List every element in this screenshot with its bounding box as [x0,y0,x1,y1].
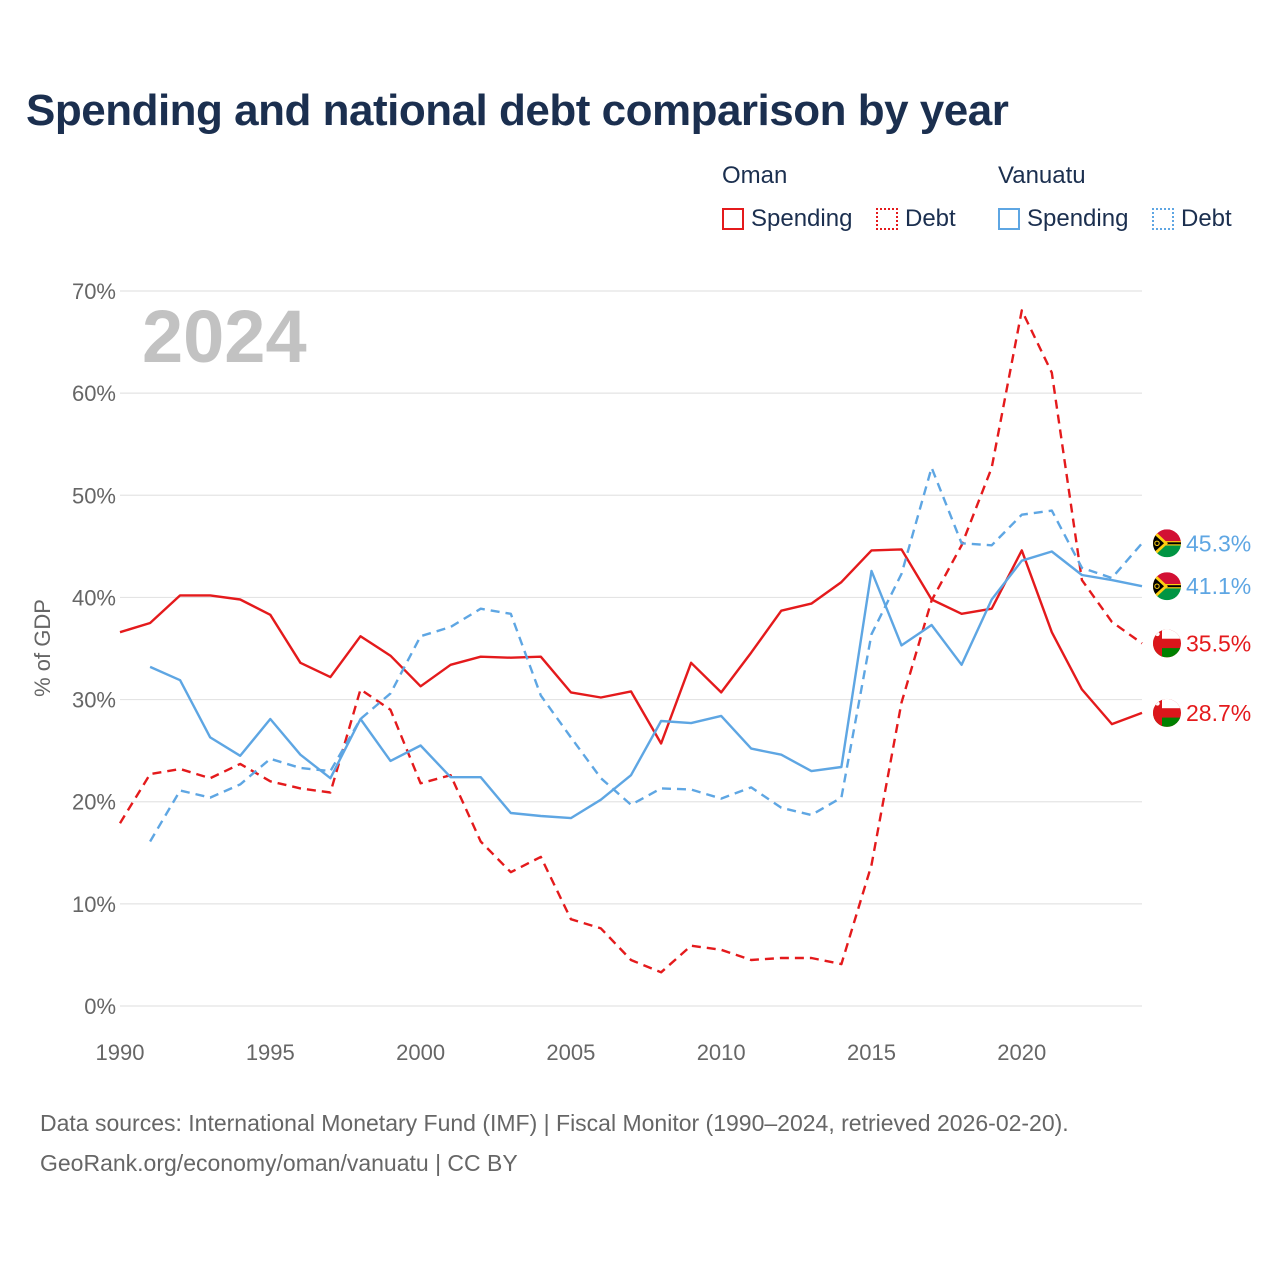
legend-item-oman-debt[interactable]: Debt [876,205,956,233]
y-tick-label: 30% [72,688,116,713]
end-value-label: 28.7% [1186,700,1251,726]
series-line-oman-debt[interactable] [118,309,1143,974]
y-tick-label: 20% [72,790,116,815]
series-line-oman-spending[interactable] [119,548,1143,745]
end-value-label: 41.1% [1186,573,1251,599]
legend-label: Debt [1181,205,1232,232]
series-line-vanuatu-debt[interactable] [149,466,1143,843]
legend-swatch-dotted-icon [1152,208,1174,230]
source-line-1: Data sources: International Monetary Fun… [40,1110,1069,1136]
legend-item-oman-spending[interactable]: Spending [722,205,852,233]
y-tick-label: 10% [72,892,116,917]
year-watermark: 2024 [142,295,307,378]
x-tick-label: 2005 [546,1040,595,1065]
x-tick-label: 2015 [847,1040,896,1065]
y-tick-label: 40% [72,585,116,610]
vanuatu-flag-icon [1153,529,1181,558]
legend-swatch-solid-icon [998,208,1020,230]
legend-item-vanuatu-debt[interactable]: Debt [1152,205,1232,233]
series-line-vanuatu-spending[interactable] [149,550,1143,820]
legend-swatch-dotted-icon [876,208,898,230]
x-tick-label: 2000 [396,1040,445,1065]
vanuatu-flag-icon [1153,572,1181,601]
legend-label: Debt [905,205,956,232]
legend-group-vanuatu: Vanuatu [998,162,1086,189]
x-tick-label: 1990 [96,1040,145,1065]
x-tick-label: 2010 [697,1040,746,1065]
end-value-label: 35.5% [1186,630,1251,656]
y-tick-label: 0% [84,994,116,1019]
source-line-2[interactable]: GeoRank.org/economy/oman/vanuatu | CC BY [40,1150,518,1176]
legend-swatch-solid-icon [722,208,744,230]
y-tick-label: 60% [72,381,116,406]
legend-label: Spending [1027,205,1129,232]
y-tick-label: 70% [72,279,116,304]
y-axis-label: % of GDP [30,599,55,697]
chart-title: Spending and national debt comparison by… [26,86,1009,135]
legend-label: Spending [751,205,853,232]
oman-flag-icon [1153,698,1181,727]
y-tick-label: 50% [72,483,116,508]
x-tick-label: 2020 [997,1040,1046,1065]
oman-flag-icon [1153,629,1181,658]
x-tick-label: 1995 [246,1040,295,1065]
legend-item-vanuatu-spending[interactable]: Spending [998,205,1128,233]
legend-group-oman: Oman [722,162,788,189]
end-value-label: 45.3% [1186,530,1251,556]
